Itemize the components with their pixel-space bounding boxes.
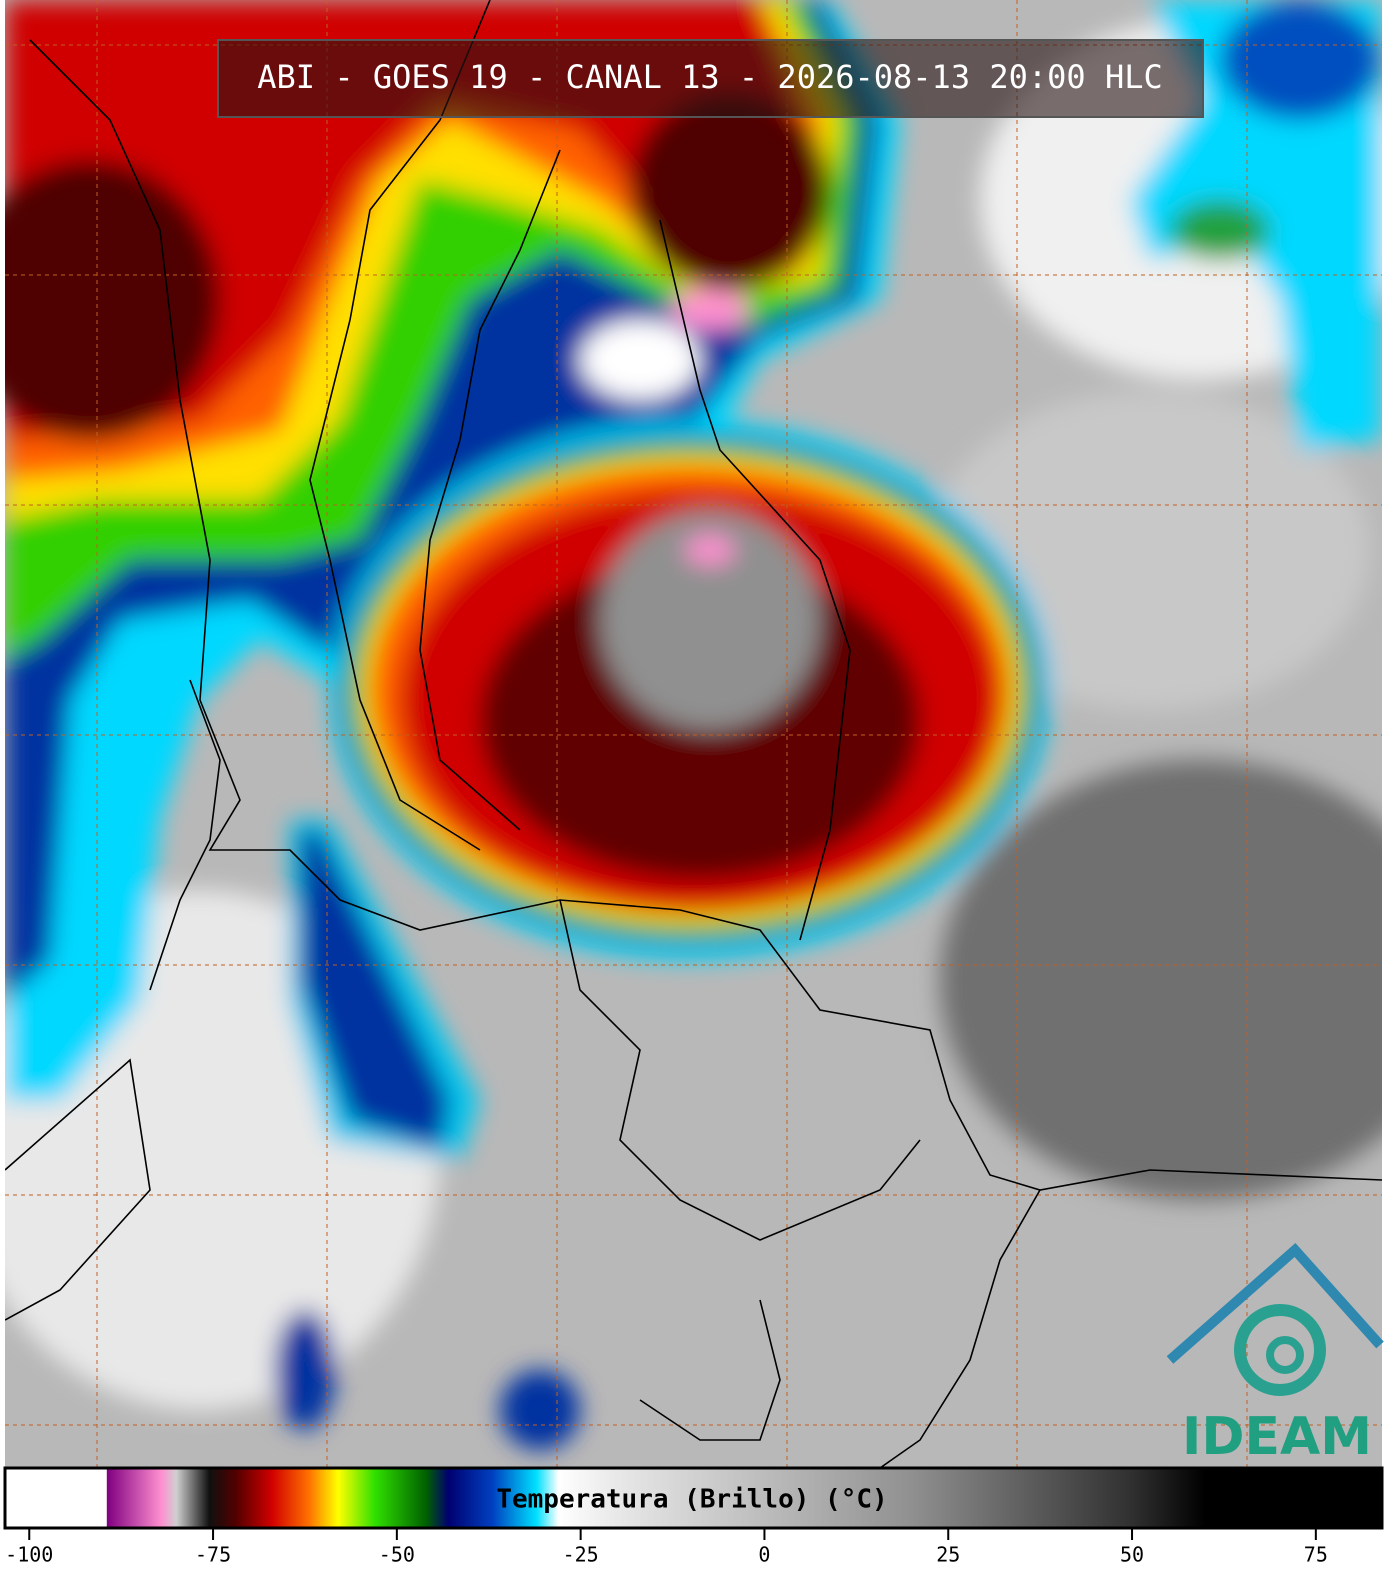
colorbar: Temperatura (Brillo) (°C) [3, 1466, 1384, 1530]
logo: IDEAM [1166, 1242, 1384, 1467]
logo-text: IDEAM [1182, 1407, 1372, 1467]
tick-label: -25 [563, 1543, 599, 1567]
title-box: ABI - GOES 19 - CANAL 13 - 2026-08-13 20… [217, 39, 1204, 118]
colorbar-scale [3, 1466, 1384, 1530]
tick-label: -75 [195, 1543, 231, 1567]
grid [5, 0, 1382, 1468]
tick-label: 50 [1120, 1543, 1144, 1567]
tick-label: -100 [5, 1543, 53, 1567]
satellite-image [5, 0, 1382, 1468]
colorbar-label: Temperatura (Brillo) (°C) [496, 1485, 887, 1515]
tick-label: 75 [1304, 1543, 1328, 1567]
tick-label: 0 [758, 1543, 770, 1567]
tick-label: 25 [936, 1543, 960, 1567]
title: ABI - GOES 19 - CANAL 13 - 2026-08-13 20… [257, 58, 1162, 96]
borders [5, 0, 1382, 1468]
tick-label: -50 [379, 1543, 415, 1567]
